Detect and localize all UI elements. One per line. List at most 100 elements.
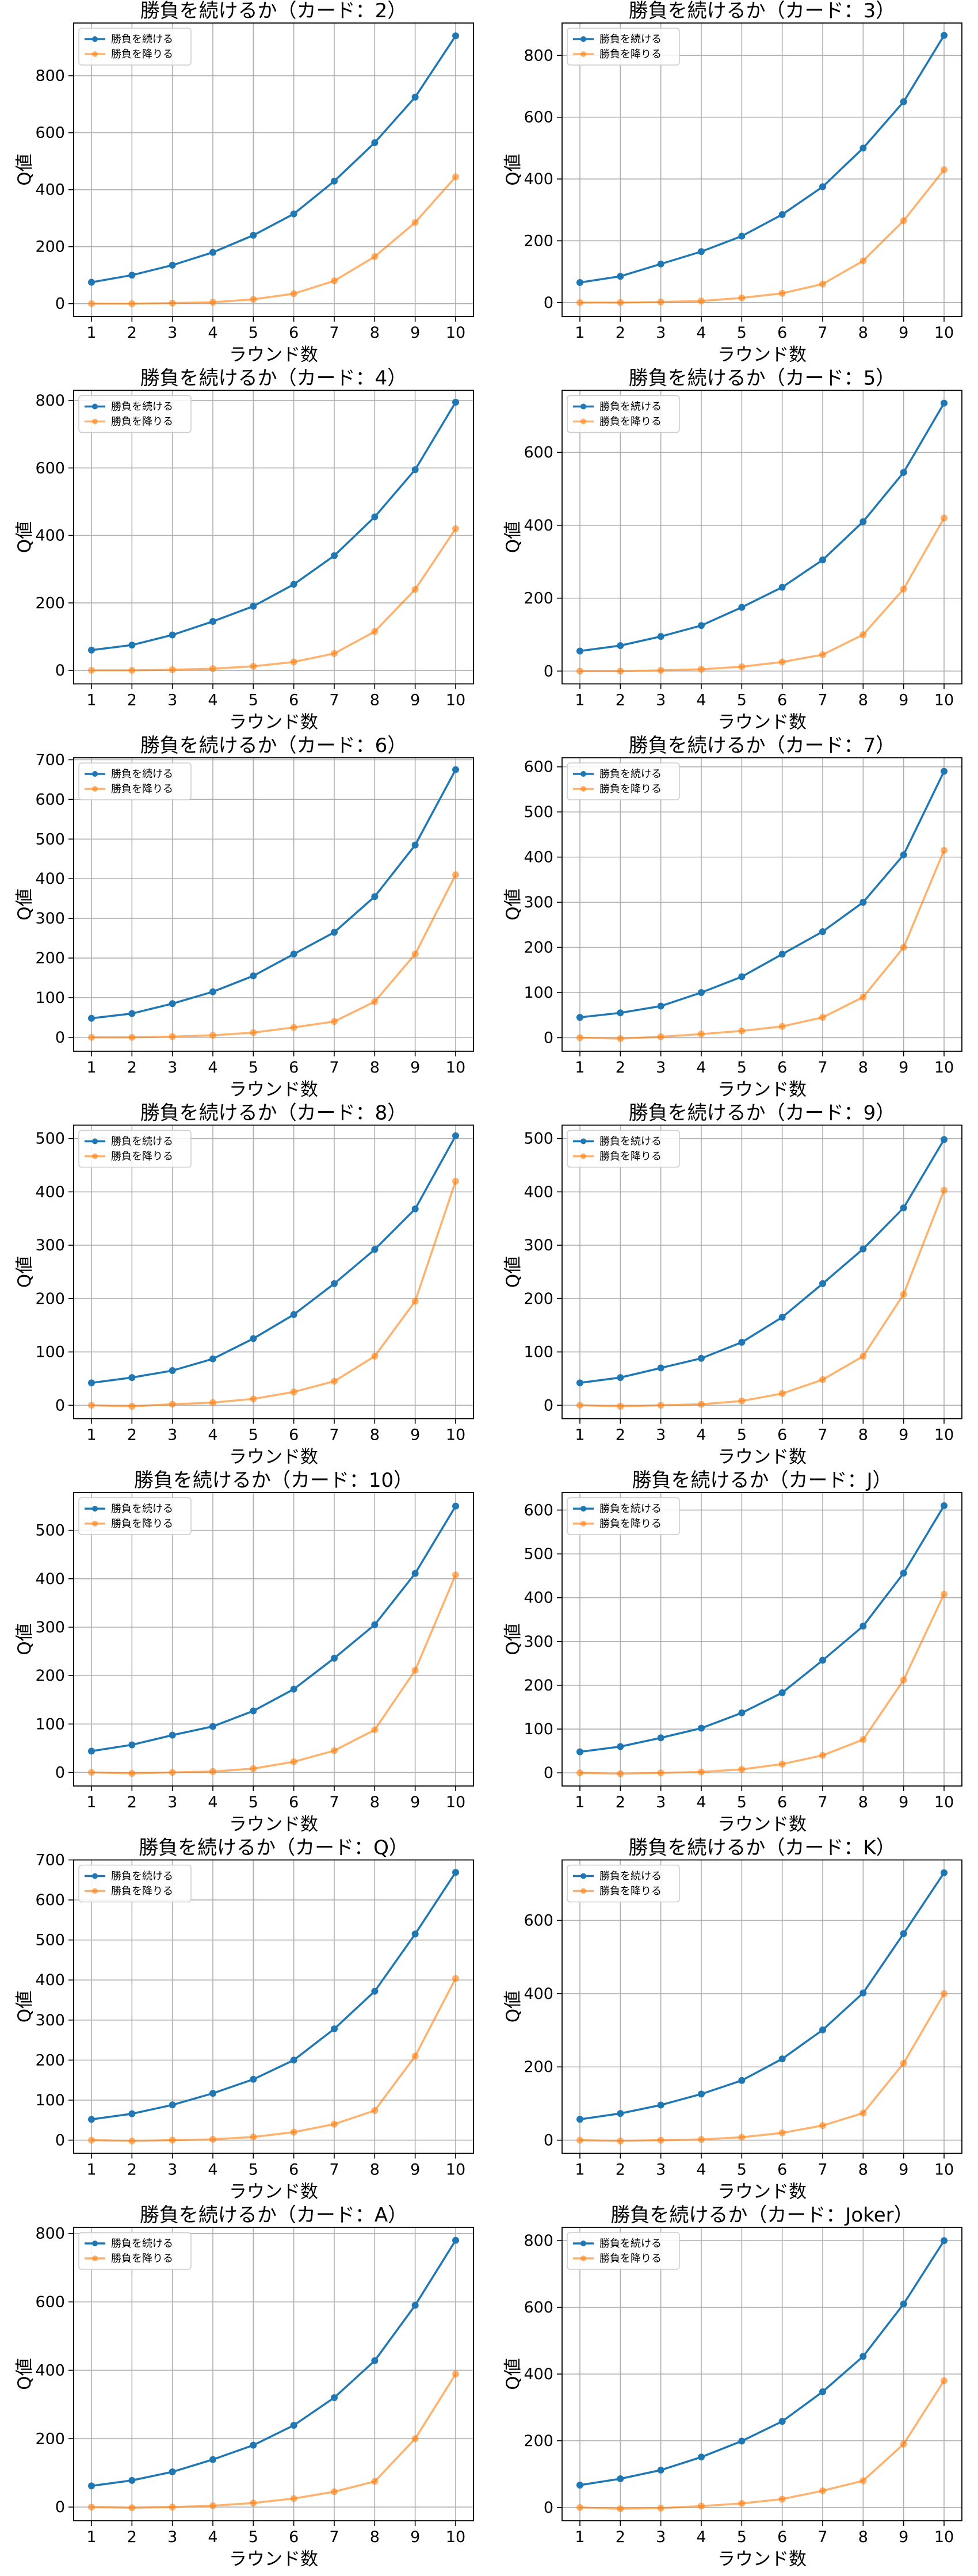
series-line	[579, 2240, 945, 2486]
data-point	[371, 1726, 379, 1734]
data-point	[331, 929, 338, 936]
x-tick-label: 4	[208, 2528, 217, 2546]
legend-label: 勝負を降りる	[111, 416, 173, 428]
data-point	[576, 2481, 583, 2489]
data-point	[859, 1623, 867, 1630]
legend-box	[78, 2232, 192, 2270]
data-point	[617, 1035, 624, 1043]
x-tick-label: 8	[858, 1059, 868, 1077]
legend-box	[78, 1129, 192, 1168]
data-point	[371, 1246, 379, 1253]
data-point	[169, 261, 176, 269]
data-point	[859, 2477, 867, 2485]
x-tick-label: 10	[934, 324, 954, 342]
x-axis-label: ラウンド数	[717, 2549, 807, 2570]
x-axis-label: ラウンド数	[229, 2182, 318, 2203]
data-point	[411, 1205, 419, 1213]
x-tick-label: 9	[899, 1059, 908, 1077]
data-point	[617, 299, 624, 306]
data-point	[128, 1033, 136, 1041]
legend-label: 勝負を続ける	[111, 401, 173, 413]
data-point	[371, 139, 379, 146]
series-line	[91, 2373, 457, 2509]
x-tick-label: 9	[899, 692, 908, 709]
data-point	[819, 1014, 826, 1021]
data-point	[698, 297, 705, 305]
series-line	[91, 35, 457, 284]
y-tick-label: 700	[35, 1852, 65, 1869]
chart-panel: 1 2 3 4 5 6 7 8 9 10 0 200 400 600 勝負を続けるか（カード：5） ラウンド数…	[503, 367, 962, 733]
series-line	[91, 1574, 457, 1774]
legend-marker	[92, 786, 98, 792]
legend-marker	[92, 418, 98, 425]
data-point	[819, 183, 826, 190]
x-axis-label: ラウンド数	[229, 1079, 318, 1100]
data-point	[941, 1502, 948, 1509]
data-point	[698, 2453, 705, 2461]
y-tick-label: 300	[35, 1619, 65, 1636]
data-point	[859, 2109, 867, 2117]
x-axis-label: ラウンド数	[229, 1814, 318, 1835]
y-tick-label: 800	[524, 47, 553, 64]
y-tick-label: 400	[524, 849, 553, 867]
legend-marker	[92, 1888, 98, 1894]
x-tick-label: 7	[329, 2528, 339, 2546]
x-tick-label: 10	[934, 2528, 954, 2546]
data-point	[778, 951, 786, 958]
y-tick-label: 0	[544, 1764, 553, 1782]
chart-title: 勝負を続けるか（カード：J）	[632, 1469, 892, 1492]
x-tick-label: 4	[696, 2161, 706, 2179]
y-tick-label: 600	[524, 1501, 553, 1519]
data-point	[778, 1022, 786, 1030]
data-point	[169, 1731, 176, 1739]
data-point	[819, 556, 826, 564]
data-point	[88, 1747, 95, 1755]
data-point	[941, 2237, 948, 2245]
data-point	[859, 1736, 867, 1743]
legend-marker	[580, 1888, 586, 1894]
data-point	[371, 513, 379, 521]
data-point	[128, 1770, 136, 1777]
data-point	[698, 666, 705, 673]
x-tick-label: 2	[127, 692, 137, 709]
x-axis-label: ラウンド数	[229, 345, 318, 365]
data-point	[576, 278, 583, 286]
legend-box	[78, 28, 192, 66]
y-tick-label: 400	[524, 1589, 553, 1607]
data-point	[128, 272, 136, 279]
data-point	[698, 2502, 705, 2510]
data-point	[859, 518, 867, 525]
data-point	[250, 2499, 257, 2507]
x-tick-label: 7	[329, 2161, 339, 2179]
data-point	[290, 2422, 297, 2429]
y-tick-label: 400	[35, 1183, 65, 1201]
legend-label: 勝負を続ける	[111, 1503, 173, 1515]
chart-panel: 1 2 3 4 5 6 7 8 9 100100200300400500600勝負を続けるか（カー…	[503, 1469, 962, 1835]
plot-area	[74, 1125, 473, 1419]
plot-area	[562, 758, 962, 1051]
y-tick-label: 0	[55, 662, 65, 680]
data-point	[698, 622, 705, 629]
x-tick-label: 9	[410, 2161, 420, 2179]
x-tick-label: 4	[208, 1059, 217, 1077]
y-axis-label: Q値	[503, 1623, 524, 1655]
chart-panel: 1 2 3 4 5 6 7 8 9 100100200300400500600700勝負を続けるか…	[14, 1837, 474, 2203]
x-tick-label: 7	[817, 1793, 827, 1811]
grid	[562, 1493, 962, 1786]
series-line	[91, 1181, 457, 1407]
data-point	[452, 399, 459, 406]
data-point	[209, 665, 216, 673]
data-point	[941, 32, 948, 39]
x-tick-label: 1	[575, 324, 584, 342]
data-point	[698, 1354, 705, 1362]
legend-marker	[580, 51, 586, 57]
x-tick-label: 10	[934, 1426, 954, 1444]
y-tick-label: 300	[524, 1237, 553, 1254]
data-point	[617, 2110, 624, 2117]
legend-marker	[580, 786, 586, 792]
data-point	[778, 2055, 786, 2063]
x-tick-label: 5	[249, 692, 258, 709]
series-line	[91, 874, 457, 1039]
